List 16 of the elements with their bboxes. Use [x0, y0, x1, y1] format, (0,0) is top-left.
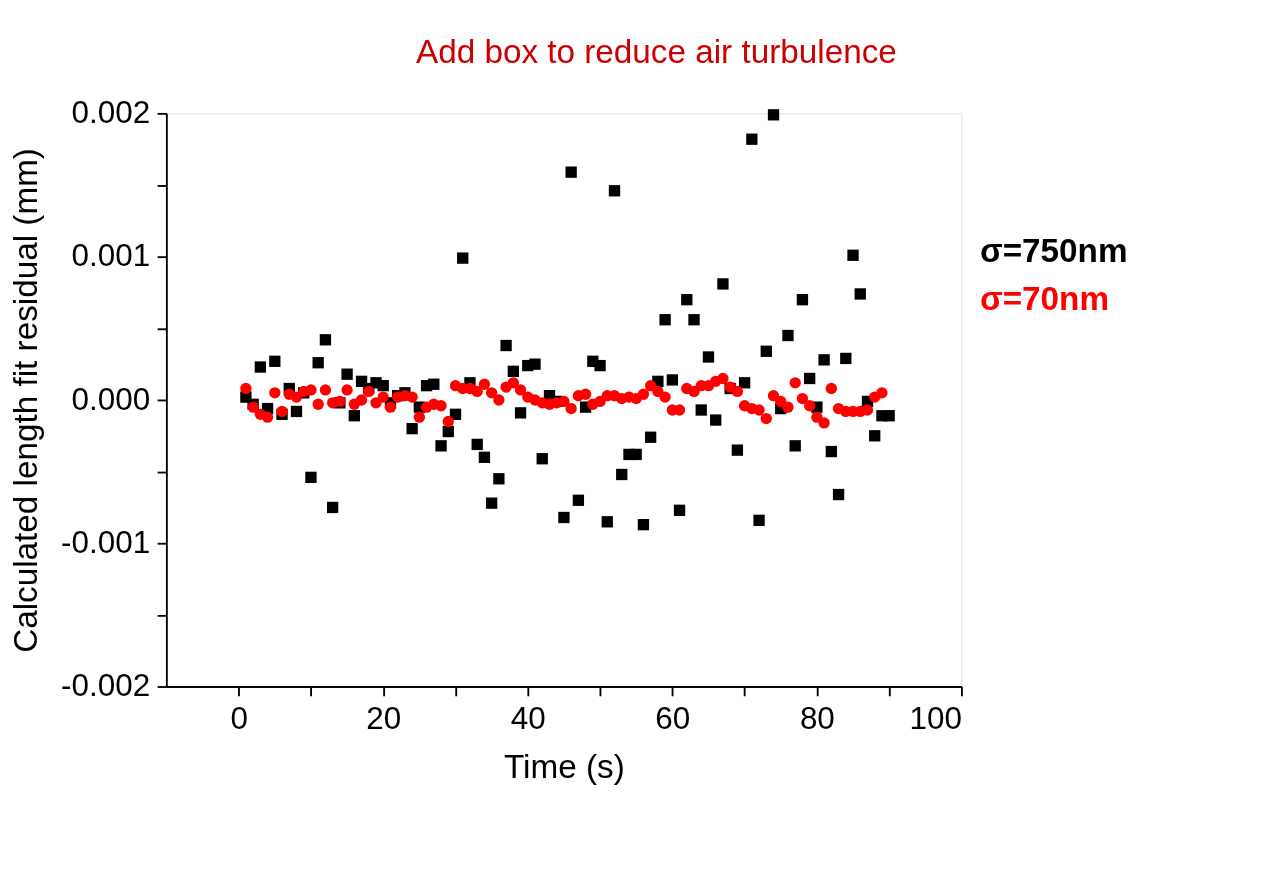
x-tick-label: 40 [510, 700, 546, 736]
y-tick-label: 0.001 [71, 238, 151, 274]
x-tick-label: 0 [230, 700, 248, 736]
chart-title: Add box to reduce air turbulence [415, 32, 897, 70]
y-axis-title: Calculated length fit residual (mm) [7, 148, 45, 653]
text: σ=70nm [979, 280, 1110, 318]
x-axis-title: Time (s) [504, 747, 625, 785]
x-tick-label: 80 [799, 700, 835, 736]
y-tick-label: 0.000 [71, 381, 151, 417]
x-tick-label: 100 [909, 700, 962, 736]
x-tick-label: 20 [366, 700, 402, 736]
x-tick-label: 60 [655, 700, 691, 736]
y-tick-label: -0.002 [61, 668, 151, 704]
y-tick-label: -0.001 [61, 524, 151, 560]
text: σ=750nm [979, 232, 1128, 270]
y-tick-label: 0.002 [71, 95, 151, 131]
